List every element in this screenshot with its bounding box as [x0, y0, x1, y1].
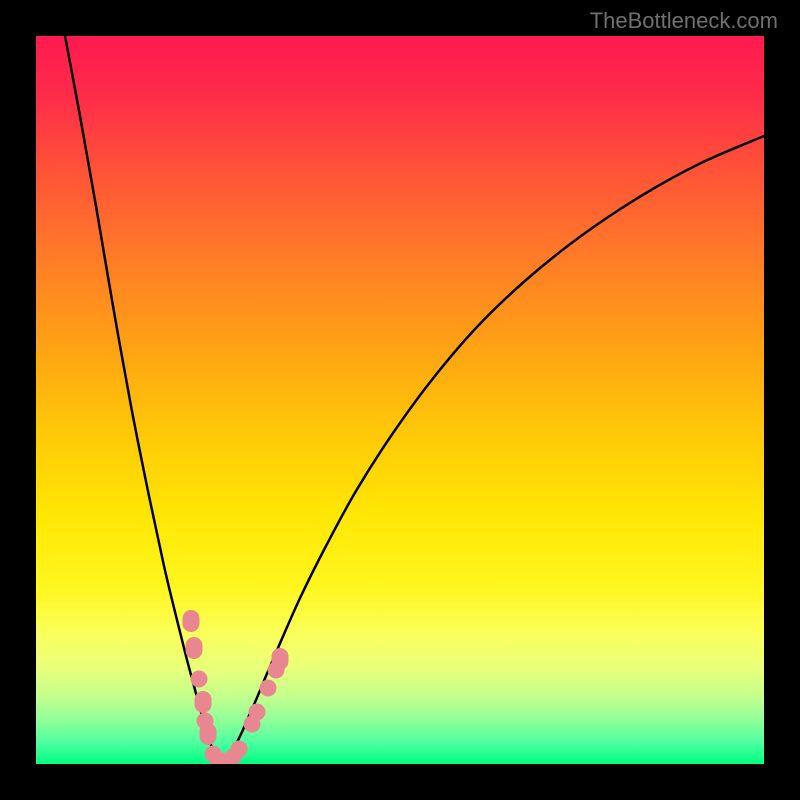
marker-dot: [231, 741, 248, 758]
curve-right-branch: [221, 136, 764, 762]
marker-pill: [186, 637, 203, 659]
marker-dot: [249, 704, 266, 721]
marker-dot: [260, 680, 277, 697]
chart-container: TheBottleneck.com: [0, 0, 800, 800]
curves-layer: [36, 36, 764, 764]
marker-dot: [191, 671, 208, 688]
markers-group: [183, 610, 289, 764]
marker-pill: [200, 723, 217, 745]
watermark-text: TheBottleneck.com: [590, 8, 778, 34]
marker-pill: [195, 691, 212, 713]
marker-pill: [183, 610, 200, 632]
plot-area: [36, 36, 764, 764]
marker-pill: [272, 648, 289, 670]
